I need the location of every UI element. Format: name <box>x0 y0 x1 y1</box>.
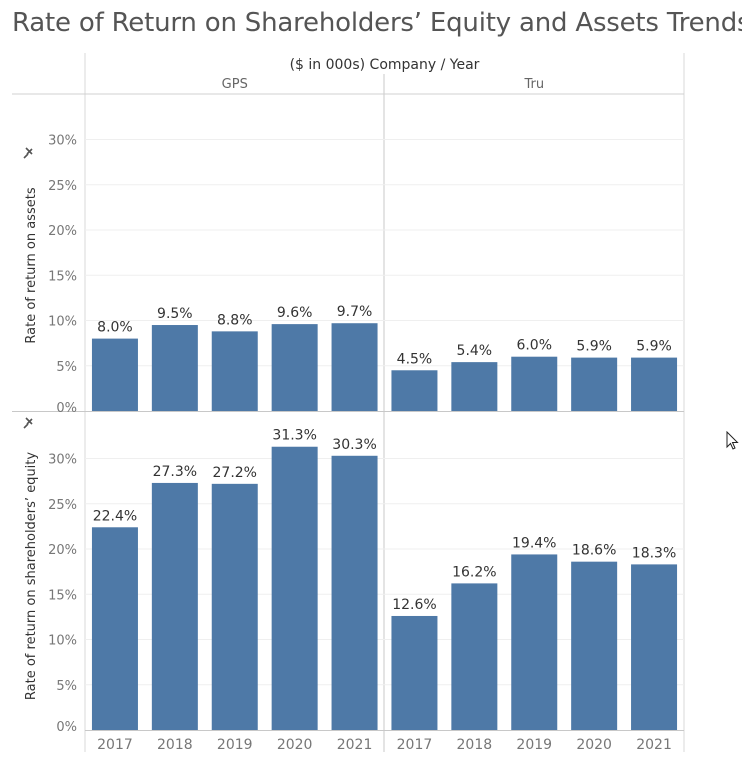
y-tick-label: 5% <box>56 360 77 375</box>
y-tick-label: 15% <box>48 269 77 284</box>
bar <box>571 561 618 730</box>
x-tick-label: 2021 <box>337 737 373 753</box>
x-tick-label: 2021 <box>636 737 672 753</box>
y-tick-label: 20% <box>48 224 77 239</box>
data-label: 31.3% <box>272 428 316 444</box>
data-label: 6.0% <box>516 338 552 354</box>
bar <box>631 357 678 411</box>
data-label: 22.4% <box>93 508 137 524</box>
x-tick-label: 2020 <box>277 737 313 753</box>
data-label: 8.8% <box>217 312 253 328</box>
bar <box>211 483 258 730</box>
data-label: 9.5% <box>157 306 193 322</box>
bar <box>151 325 198 411</box>
y-tick-label: 10% <box>48 315 77 330</box>
y-tick-label: 0% <box>56 720 77 735</box>
bar <box>151 482 198 730</box>
bar <box>451 362 498 411</box>
y-tick-label: 30% <box>48 134 77 149</box>
bar <box>391 615 438 730</box>
pin-icon <box>23 417 33 429</box>
y-axis-label: Rate of return on shareholders’ equity <box>24 452 39 700</box>
data-label: 27.3% <box>153 464 197 480</box>
data-label: 30.3% <box>332 437 376 453</box>
bar <box>331 455 378 730</box>
data-label: 9.7% <box>337 304 373 320</box>
data-label: 16.2% <box>452 564 496 580</box>
data-label: 5.9% <box>636 339 672 355</box>
bar <box>271 324 318 411</box>
data-label: 19.4% <box>512 535 556 551</box>
y-tick-label: 25% <box>48 179 77 194</box>
data-label: 8.0% <box>97 320 133 336</box>
mouse-cursor-icon <box>726 431 739 450</box>
pin-icon <box>23 147 33 159</box>
x-tick-label: 2017 <box>97 737 133 753</box>
y-tick-label: 20% <box>48 543 77 558</box>
bar <box>211 331 258 411</box>
y-tick-label: 15% <box>48 588 77 603</box>
bar <box>631 564 678 730</box>
bar <box>91 527 138 730</box>
bar <box>391 370 438 411</box>
data-label: 18.3% <box>632 545 676 561</box>
x-tick-label: 2018 <box>157 737 193 753</box>
chart-title: Rate of Return on Shareholders’ Equity a… <box>12 8 742 38</box>
bar <box>511 356 558 411</box>
x-tick-label: 2017 <box>397 737 433 753</box>
y-tick-label: 5% <box>56 679 77 694</box>
x-tick-label: 2020 <box>576 737 612 753</box>
bar <box>511 554 558 730</box>
y-axis-label: Rate of return on assets <box>24 187 39 343</box>
x-tick-label: 2019 <box>516 737 552 753</box>
y-tick-label: 25% <box>48 498 77 513</box>
x-tick-label: 2018 <box>457 737 493 753</box>
y-tick-label: 30% <box>48 453 77 468</box>
data-label: 9.6% <box>277 305 313 321</box>
company-label: Tru <box>523 77 544 92</box>
data-label: 12.6% <box>392 597 436 613</box>
bar <box>331 323 378 411</box>
bar <box>271 446 318 730</box>
x-tick-label: 2019 <box>217 737 253 753</box>
data-label: 5.9% <box>576 339 612 355</box>
bar <box>571 357 618 411</box>
bar <box>91 338 138 411</box>
y-tick-label: 10% <box>48 634 77 649</box>
y-tick-label: 0% <box>56 401 77 416</box>
data-label: 18.6% <box>572 543 616 559</box>
data-label: 5.4% <box>457 343 493 359</box>
data-label: 27.2% <box>213 465 257 481</box>
chart-header: ($ in 000s) Company / Year <box>290 57 480 73</box>
bar <box>451 583 498 730</box>
data-label: 4.5% <box>397 351 433 367</box>
company-label: GPS <box>222 77 248 92</box>
